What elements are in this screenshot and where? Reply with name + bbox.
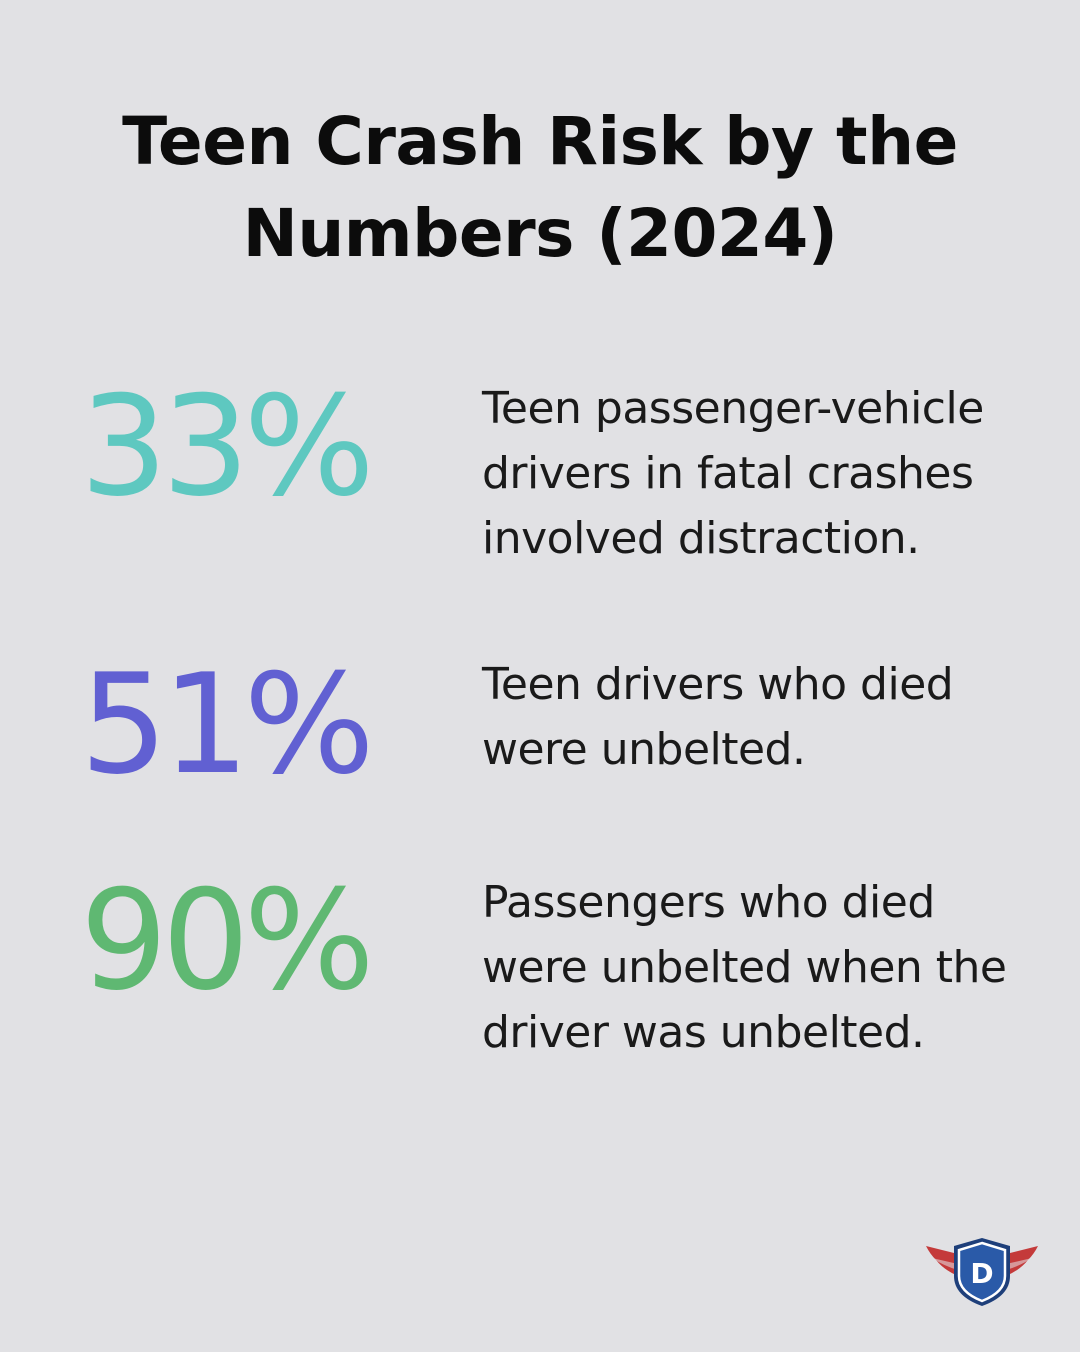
stat-description: Teen passenger-vehicle drivers in fatal … [482, 383, 984, 564]
logo-letter: D [970, 1257, 993, 1290]
stat-value: 90% [80, 860, 375, 1021]
page-title: Teen Crash Risk by the Numbers (2024) [122, 103, 958, 272]
stat-description: Teen drivers who died were unbelted. [482, 659, 954, 775]
stat-description: Passengers who died were unbelted when t… [482, 877, 1007, 1058]
stat-value: 51% [80, 644, 375, 805]
stat-value: 33% [80, 366, 375, 527]
winged-shield-logo-icon: D [924, 1236, 1040, 1308]
